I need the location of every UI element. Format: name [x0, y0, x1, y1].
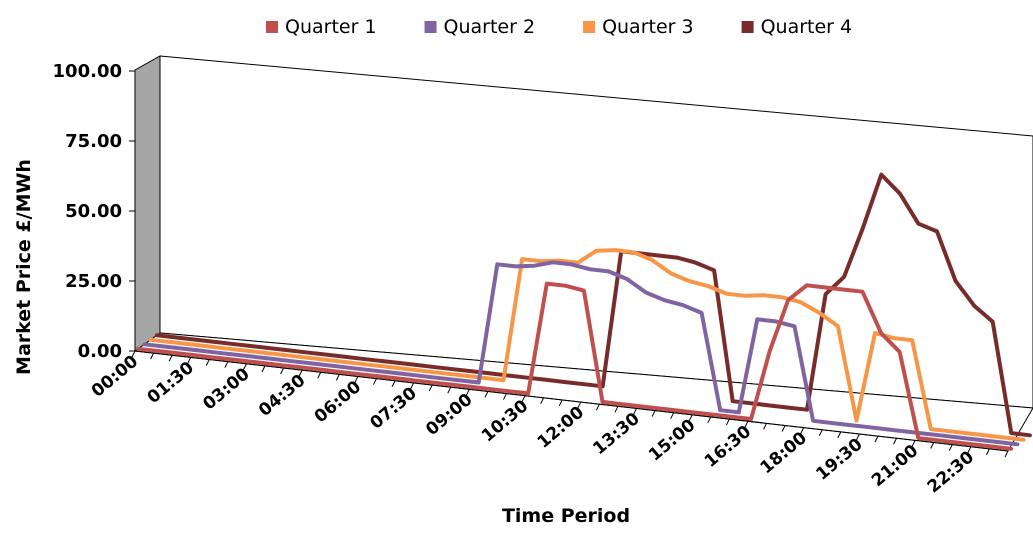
- x-tick-mark: [428, 384, 433, 392]
- x-tick-label: 18:00: [757, 428, 811, 478]
- x-tick-mark: [577, 401, 582, 409]
- series-layer: [136, 172, 1032, 451]
- legend-swatch: [741, 21, 754, 33]
- legend-swatch: [424, 21, 437, 33]
- x-tick-label: 07:30: [367, 383, 421, 433]
- x-tick-mark: [521, 395, 526, 402]
- x-tick-mark: [614, 406, 619, 413]
- x-tick-label: 19:30: [812, 434, 866, 484]
- x-tick-mark: [633, 408, 637, 415]
- x-tick-mark: [298, 369, 303, 377]
- x-tick-mark: [187, 357, 192, 364]
- x-tick-mark: [131, 350, 136, 358]
- x-tick-mark: [168, 355, 173, 362]
- series-line: [142, 260, 1020, 447]
- y-tick-label: 50.00: [65, 201, 122, 222]
- y-tick-label: 75.00: [65, 131, 122, 152]
- x-tick-mark: [948, 444, 953, 451]
- x-tick-mark: [373, 378, 377, 385]
- legend-swatch: [266, 21, 278, 33]
- x-tick-mark: [503, 393, 507, 400]
- x-tick-mark: [150, 352, 155, 360]
- x-tick-mark: [354, 376, 359, 383]
- x-tick-label: 12:00: [534, 402, 588, 452]
- x-tick-mark: [335, 374, 340, 381]
- x-tick-mark: [725, 418, 730, 426]
- x-tick-mark: [837, 431, 842, 439]
- legend-label: Quarter 2: [444, 16, 536, 38]
- y-axis: 0.00 25.00 50.00 75.00 100.00: [53, 61, 136, 362]
- x-tick-mark: [484, 391, 489, 398]
- x-tick-label: 16:30: [701, 422, 755, 472]
- y-tick-label: 25.00: [65, 271, 122, 292]
- x-tick-mark: [800, 427, 805, 434]
- x-axis-line: [134, 350, 1009, 452]
- x-tick-mark: [540, 397, 545, 405]
- x-tick-mark: [558, 399, 563, 407]
- x-tick-label: 01:30: [144, 358, 198, 408]
- x-tick-mark: [707, 416, 712, 424]
- x-tick-mark: [763, 423, 767, 430]
- series-line: [148, 248, 1026, 442]
- x-tick-label: 22:30: [924, 447, 978, 497]
- x-tick-mark: [967, 446, 972, 453]
- x-tick-label: 10:30: [478, 396, 532, 446]
- x-tick-mark: [893, 438, 898, 445]
- x-tick-mark: [280, 367, 285, 375]
- legend-label: Quarter 1: [285, 16, 377, 38]
- y-axis-title: Market Price £/MWh: [13, 159, 35, 375]
- x-tick-mark: [670, 412, 675, 419]
- x-tick-mark: [1004, 450, 1009, 458]
- x-tick-mark: [744, 420, 749, 428]
- series-line: [154, 172, 1032, 438]
- x-tick-mark: [911, 440, 916, 447]
- x-tick-mark: [855, 433, 860, 441]
- x-tick-label: 13:30: [589, 409, 643, 459]
- x-tick-label: 15:00: [645, 415, 699, 465]
- x-tick-label: 09:00: [422, 390, 476, 440]
- legend-swatch: [583, 21, 596, 33]
- x-tick-mark: [595, 403, 600, 411]
- x-axis-title: Time Period: [502, 505, 630, 527]
- y-tick-label: 100.00: [53, 61, 122, 82]
- x-tick-mark: [688, 414, 693, 422]
- x-tick-mark: [447, 386, 452, 394]
- y-tick-label: 0.00: [78, 341, 122, 362]
- x-tick-mark: [651, 410, 656, 417]
- x-tick-label: 03:00: [199, 364, 253, 414]
- side-wall: [134, 55, 161, 352]
- x-tick-mark: [317, 372, 322, 379]
- x-tick-mark: [930, 442, 935, 449]
- x-tick-mark: [410, 382, 415, 390]
- x-tick-label: 04:30: [255, 371, 309, 421]
- legend-label: Quarter 3: [602, 16, 694, 38]
- x-tick-mark: [224, 361, 229, 368]
- x-tick-mark: [391, 380, 396, 388]
- x-tick-label: 06:00: [311, 377, 365, 427]
- x-tick-mark: [465, 389, 470, 396]
- x-tick-mark: [242, 363, 247, 370]
- series-line: [136, 281, 1014, 451]
- legend-label: Quarter 4: [761, 16, 853, 38]
- x-tick-mark: [781, 425, 786, 432]
- x-tick-label: 21:00: [868, 441, 922, 491]
- x-tick-mark: [261, 365, 266, 373]
- x-tick-mark: [818, 429, 823, 436]
- x-tick-mark: [985, 448, 990, 456]
- x-tick-mark: [205, 359, 210, 366]
- legend: Quarter 1 Quarter 2 Quarter 3 Quarter 4: [266, 16, 852, 38]
- x-tick-mark: [874, 435, 879, 443]
